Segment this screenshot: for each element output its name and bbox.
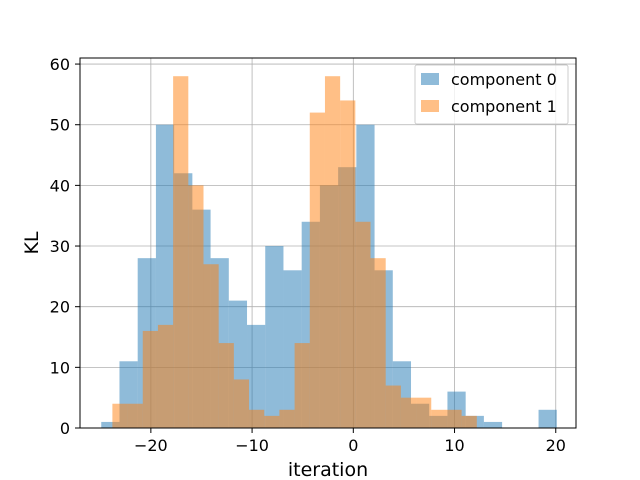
histogram-bar-component-1 [400, 397, 417, 428]
y-tick-label: 20 [50, 298, 70, 317]
y-tick-label: 40 [50, 176, 70, 195]
histogram-bar-component-0 [101, 421, 120, 428]
histogram-bar-component-1 [157, 324, 174, 428]
histogram-bar-component-1 [309, 112, 325, 429]
legend-box [414, 64, 569, 125]
legend-label-component-1: component 1 [451, 97, 557, 116]
legend-label-component-0: component 0 [451, 70, 557, 89]
histogram-bar-component-1 [385, 385, 401, 428]
y-tick-label: 60 [50, 55, 70, 74]
histogram-bar-component-1 [340, 100, 356, 428]
histogram-bar-component-1 [188, 185, 204, 428]
histogram-bar-component-1 [264, 415, 280, 428]
histogram-bar-component-1 [173, 76, 189, 429]
histogram-bar-component-0 [247, 324, 266, 428]
y-tick-label: 50 [50, 116, 70, 135]
histogram-bar-component-0 [265, 246, 284, 428]
histogram-bar-component-1 [127, 403, 143, 428]
y-tick-label: 0 [60, 419, 70, 438]
x-tick-label: 0 [348, 436, 358, 455]
legend-swatch-component-0 [421, 73, 439, 85]
x-tick-label: 20 [546, 436, 566, 455]
histogram-bar-component-1 [112, 403, 128, 428]
histogram-bar-component-1 [416, 397, 432, 428]
y-tick-label: 30 [50, 237, 70, 256]
histogram-bar-component-1 [279, 409, 295, 428]
histogram-bar-component-0 [538, 409, 557, 428]
legend: component 0 component 1 [414, 64, 569, 125]
histogram-bar-component-1 [218, 343, 234, 428]
histogram-bar-component-1 [294, 343, 310, 428]
histogram-bar-component-1 [142, 330, 158, 428]
histogram-bar-component-1 [446, 409, 462, 428]
legend-swatch-component-1 [421, 100, 439, 112]
histogram-bar-component-1 [370, 258, 386, 428]
x-tick-label: 10 [444, 436, 464, 455]
histogram-bar-component-1 [431, 409, 447, 428]
histogram-bar-component-1 [233, 379, 250, 428]
histogram-bar-component-1 [203, 264, 219, 428]
plot-frame [79, 57, 577, 429]
x-tick-label: −20 [134, 436, 168, 455]
axis-ticks: −20 −10 0 10 20 0 10 20 30 40 50 60 [50, 55, 566, 455]
x-tick-label: −10 [235, 436, 269, 455]
histogram-bars [101, 76, 557, 429]
histogram-bar-component-1 [249, 409, 265, 428]
histogram-bar-component-1 [324, 76, 341, 429]
y-tick-label: 10 [50, 358, 70, 377]
y-axis-label: KL [21, 231, 43, 254]
histogram-bar-component-1 [461, 415, 477, 428]
histogram-bar-component-0 [483, 421, 503, 428]
histogram-bar-component-1 [355, 221, 371, 428]
x-axis-label: iteration [288, 459, 368, 480]
